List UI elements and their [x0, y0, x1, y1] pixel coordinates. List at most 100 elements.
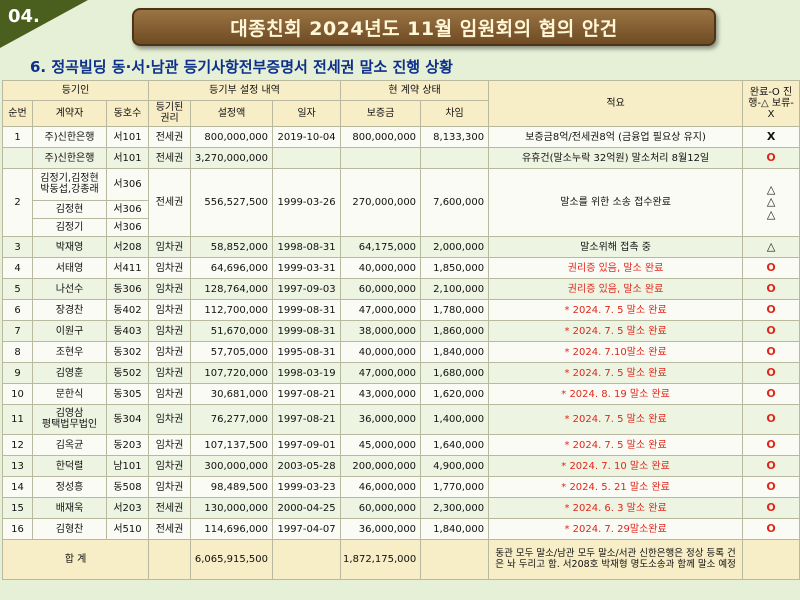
cell-contractor: 김정기 — [32, 218, 107, 237]
cell-contractor: 김정기,김정현 박동섭,강종래 — [32, 168, 107, 201]
cell-set-amount: 112,700,000 — [190, 299, 274, 321]
cell-unit: 동502 — [105, 362, 150, 384]
cell-right: 임차권 — [148, 341, 192, 363]
cell-remark: 권리증 있음, 말소 완료 — [488, 278, 744, 300]
cell-right: 전세권 — [148, 497, 192, 519]
total-set-amount: 6,065,915,500 — [190, 539, 274, 580]
cell-remark: 말소를 위한 소송 접수완료 — [488, 168, 744, 237]
cell-right: 임차권 — [148, 299, 192, 321]
cell-status: △ △ △ — [742, 168, 800, 237]
cell-date: 1998-03-19 — [272, 362, 342, 384]
cell-deposit: 64,175,000 — [340, 236, 422, 258]
cell-set-amount: 128,764,000 — [190, 278, 274, 300]
cell-date — [272, 539, 342, 580]
cell-remark: * 2024. 6. 3 말소 완료 — [488, 497, 744, 519]
table-row: 5 나선수 동306 임차권 128,764,000 1997-09-03 60… — [2, 278, 800, 300]
cell-no: 8 — [2, 341, 33, 363]
cell-status: O — [742, 320, 800, 342]
cell-no: 16 — [2, 518, 33, 540]
cell-right: 임차권 — [148, 257, 192, 279]
cell-status: X — [742, 126, 800, 148]
cell-right: 임차권 — [148, 362, 192, 384]
cell-rent: 1,400,000 — [420, 404, 490, 435]
cell-date: 2019-10-04 — [272, 126, 342, 148]
title-banner: 대종친회 2024년도 11월 임원회의 협의 안건 — [132, 8, 716, 46]
cell-no: 5 — [2, 278, 33, 300]
table-row: 13 한덕렬 남101 임차권 300,000,000 2003-05-28 2… — [2, 455, 800, 477]
header-right: 등기된 권리 — [148, 100, 192, 127]
page-subtitle: 6. 정곡빌딩 동·서·남관 등기사항전부증명서 전세권 말소 진행 상황 — [30, 58, 453, 76]
cell-status: O — [742, 455, 800, 477]
cell-contractor: 김형찬 — [32, 518, 107, 540]
cell-contractor: 주)신한은행 — [32, 126, 107, 148]
cell-status: O — [742, 404, 800, 435]
cell-right: 전세권 — [148, 126, 192, 148]
cell-rent: 1,840,000 — [420, 518, 490, 540]
cell-no: 10 — [2, 383, 33, 405]
table-row: 12 김옥균 동203 임차권 107,137,500 1997-09-01 4… — [2, 434, 800, 456]
status-table: 등기인 등기부 설정 내역 현 계약 상태 적요 완료-O 진행-△ 보류-X … — [1, 80, 800, 580]
cell-right: 임차권 — [148, 476, 192, 498]
table-row: 6 장경찬 동402 임차권 112,700,000 1999-08-31 47… — [2, 299, 800, 321]
cell-status: O — [742, 278, 800, 300]
table-row: 8 조현우 동302 임차권 57,705,000 1995-08-31 40,… — [2, 341, 800, 363]
cell-set-amount: 64,696,000 — [190, 257, 274, 279]
cell-contractor: 주)신한은행 — [32, 147, 107, 169]
cell-set-amount: 57,705,000 — [190, 341, 274, 363]
cell-contractor: 박재영 — [32, 236, 107, 258]
cell-unit: 서306 — [105, 218, 150, 237]
cell-contractor: 김옥균 — [32, 434, 107, 456]
cell-rent: 7,600,000 — [420, 168, 490, 237]
table-row: 4 서태영 서411 임차권 64,696,000 1999-03-31 40,… — [2, 257, 800, 279]
cell-contractor: 한덕렬 — [32, 455, 107, 477]
cell-date: 1999-03-26 — [272, 168, 342, 237]
cell-deposit: 36,000,000 — [340, 518, 422, 540]
cell-remark: * 2024. 7. 5 말소 완료 — [488, 362, 744, 384]
cell-unit: 동302 — [105, 341, 150, 363]
cell-right: 임차권 — [148, 455, 192, 477]
contractor-line: 박동섭,강종래 — [40, 183, 99, 195]
header-deposit: 보증금 — [340, 100, 422, 127]
cell-deposit: 47,000,000 — [340, 362, 422, 384]
cell-status: O — [742, 362, 800, 384]
total-row: 합 계 6,065,915,500 1,872,175,000 동관 모두 말소… — [1, 539, 800, 580]
cell-rent: 2,000,000 — [420, 236, 490, 258]
cell-set-amount: 107,720,000 — [190, 362, 274, 384]
cell-rent: 1,780,000 — [420, 299, 490, 321]
cell-set-amount: 114,696,000 — [190, 518, 274, 540]
cell-unit: 서306 — [105, 168, 150, 201]
cell-deposit: 800,000,000 — [340, 126, 422, 148]
cell-contractor: 김영삼 평택법무법인 — [32, 404, 107, 435]
table-row: 주)신한은행 서101 전세권 3,270,000,000 유휴건(말소누락 3… — [2, 147, 800, 169]
cell-date: 1999-08-31 — [272, 320, 342, 342]
cell-deposit: 36,000,000 — [340, 404, 422, 435]
cell-unit: 서306 — [105, 200, 150, 219]
status-mark: △ — [766, 183, 776, 197]
cell-status: O — [742, 299, 800, 321]
cell-set-amount: 556,527,500 — [190, 168, 274, 237]
cell-unit: 서510 — [105, 518, 150, 540]
cell-right: 임차권 — [148, 278, 192, 300]
cell-unit: 서203 — [105, 497, 150, 519]
table-row: 김정현 서306 — [3, 200, 800, 219]
cell-remark: * 2024. 7. 10 말소 완료 — [488, 455, 744, 477]
header-contractor: 계약자 — [32, 100, 107, 127]
cell-no: 3 — [2, 236, 33, 258]
cell-date: 1999-03-31 — [272, 257, 342, 279]
cell-right: 임차권 — [148, 434, 192, 456]
cell-remark: * 2024. 8. 19 말소 완료 — [488, 383, 744, 405]
cell-no: 6 — [2, 299, 33, 321]
table-row: 1 주)신한은행 서101 전세권 800,000,000 2019-10-04… — [2, 126, 800, 148]
cell-date: 1999-03-23 — [272, 476, 342, 498]
table-row: 14 정성흥 동508 임차권 98,489,500 1999-03-23 46… — [2, 476, 800, 498]
cell-date: 1997-08-21 — [272, 404, 342, 435]
header-status-legend: 완료-O 진행-△ 보류-X — [742, 80, 800, 127]
header-no: 순번 — [2, 100, 33, 127]
cell-deposit: 40,000,000 — [340, 257, 422, 279]
cell-remark: * 2024. 5. 21 말소 완료 — [488, 476, 744, 498]
cell-deposit: 47,000,000 — [340, 299, 422, 321]
cell-unit: 동305 — [105, 383, 150, 405]
total-label: 합 계 — [1, 539, 150, 580]
cell-status — [742, 539, 800, 580]
cell-date: 1997-09-03 — [272, 278, 342, 300]
